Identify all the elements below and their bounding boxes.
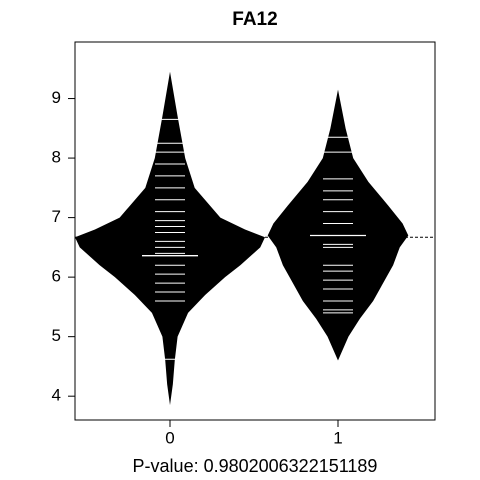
y-tick-label: 8	[52, 148, 61, 167]
plot-frame	[74, 41, 436, 421]
y-tick-label: 9	[52, 88, 61, 107]
bean	[75, 71, 265, 406]
y-tick-label: 4	[52, 386, 61, 405]
chart-title: FA12	[232, 9, 277, 30]
x-tick-label: 0	[165, 428, 174, 447]
x-axis-label: P-value: 0.9802006322151189	[133, 456, 378, 476]
x-tick-label: 1	[333, 428, 342, 447]
y-tick-label: 5	[52, 326, 61, 345]
y-tick-label: 7	[52, 207, 61, 226]
bean	[267, 89, 409, 361]
y-tick-label: 6	[52, 267, 61, 286]
